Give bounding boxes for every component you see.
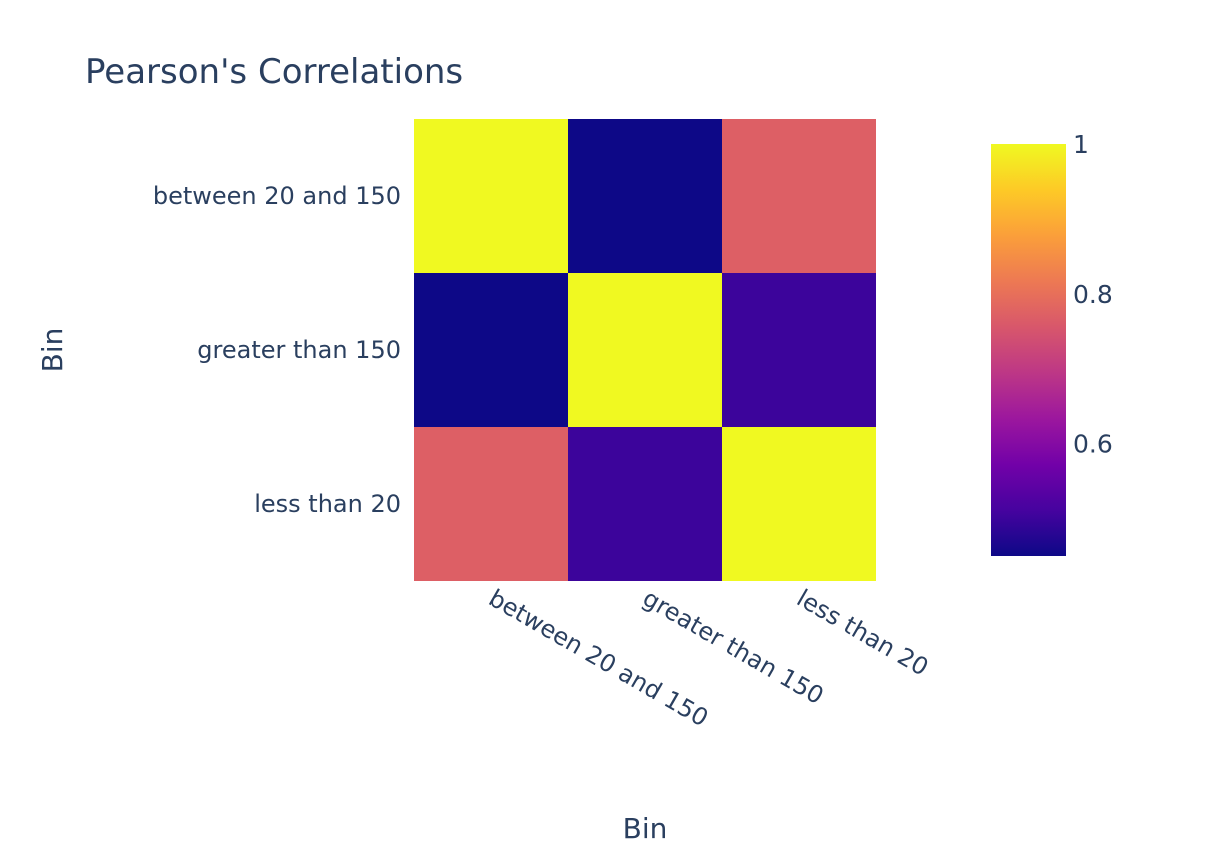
colorbar-tick-labels: 0.6 0.8 1 bbox=[1073, 130, 1113, 459]
colorbar-tick-label: 0.6 bbox=[1073, 430, 1113, 459]
y-tick-label: less than 20 bbox=[254, 490, 401, 518]
heatmap-cell bbox=[722, 273, 876, 427]
colorbar-tick-label: 1 bbox=[1073, 130, 1089, 159]
heatmap-cell bbox=[414, 273, 568, 427]
x-axis-title: Bin bbox=[623, 812, 668, 845]
colorbar bbox=[991, 144, 1066, 556]
chart-title: Pearson's Correlations bbox=[85, 52, 463, 92]
y-tick-label: greater than 150 bbox=[197, 336, 401, 364]
heatmap-cell bbox=[414, 119, 568, 273]
heatmap-cell bbox=[568, 427, 722, 581]
heatmap-cell bbox=[568, 273, 722, 427]
heatmap-cell bbox=[722, 119, 876, 273]
y-tick-label: between 20 and 150 bbox=[153, 182, 401, 210]
y-tick-labels: between 20 and 150 greater than 150 less t… bbox=[153, 182, 401, 518]
heatmap-cell bbox=[722, 427, 876, 581]
heatmap-cell bbox=[414, 427, 568, 581]
x-tick-label: less than 20 bbox=[792, 584, 933, 682]
colorbar-tick-label: 0.8 bbox=[1073, 280, 1113, 309]
heatmap-cells bbox=[414, 119, 876, 581]
heatmap-cell bbox=[568, 119, 722, 273]
y-axis-title: Bin bbox=[36, 328, 69, 373]
